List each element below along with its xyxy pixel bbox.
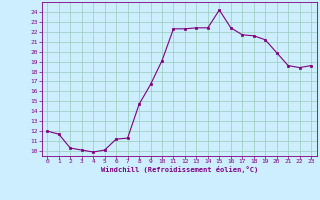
X-axis label: Windchill (Refroidissement éolien,°C): Windchill (Refroidissement éolien,°C) [100,166,258,173]
